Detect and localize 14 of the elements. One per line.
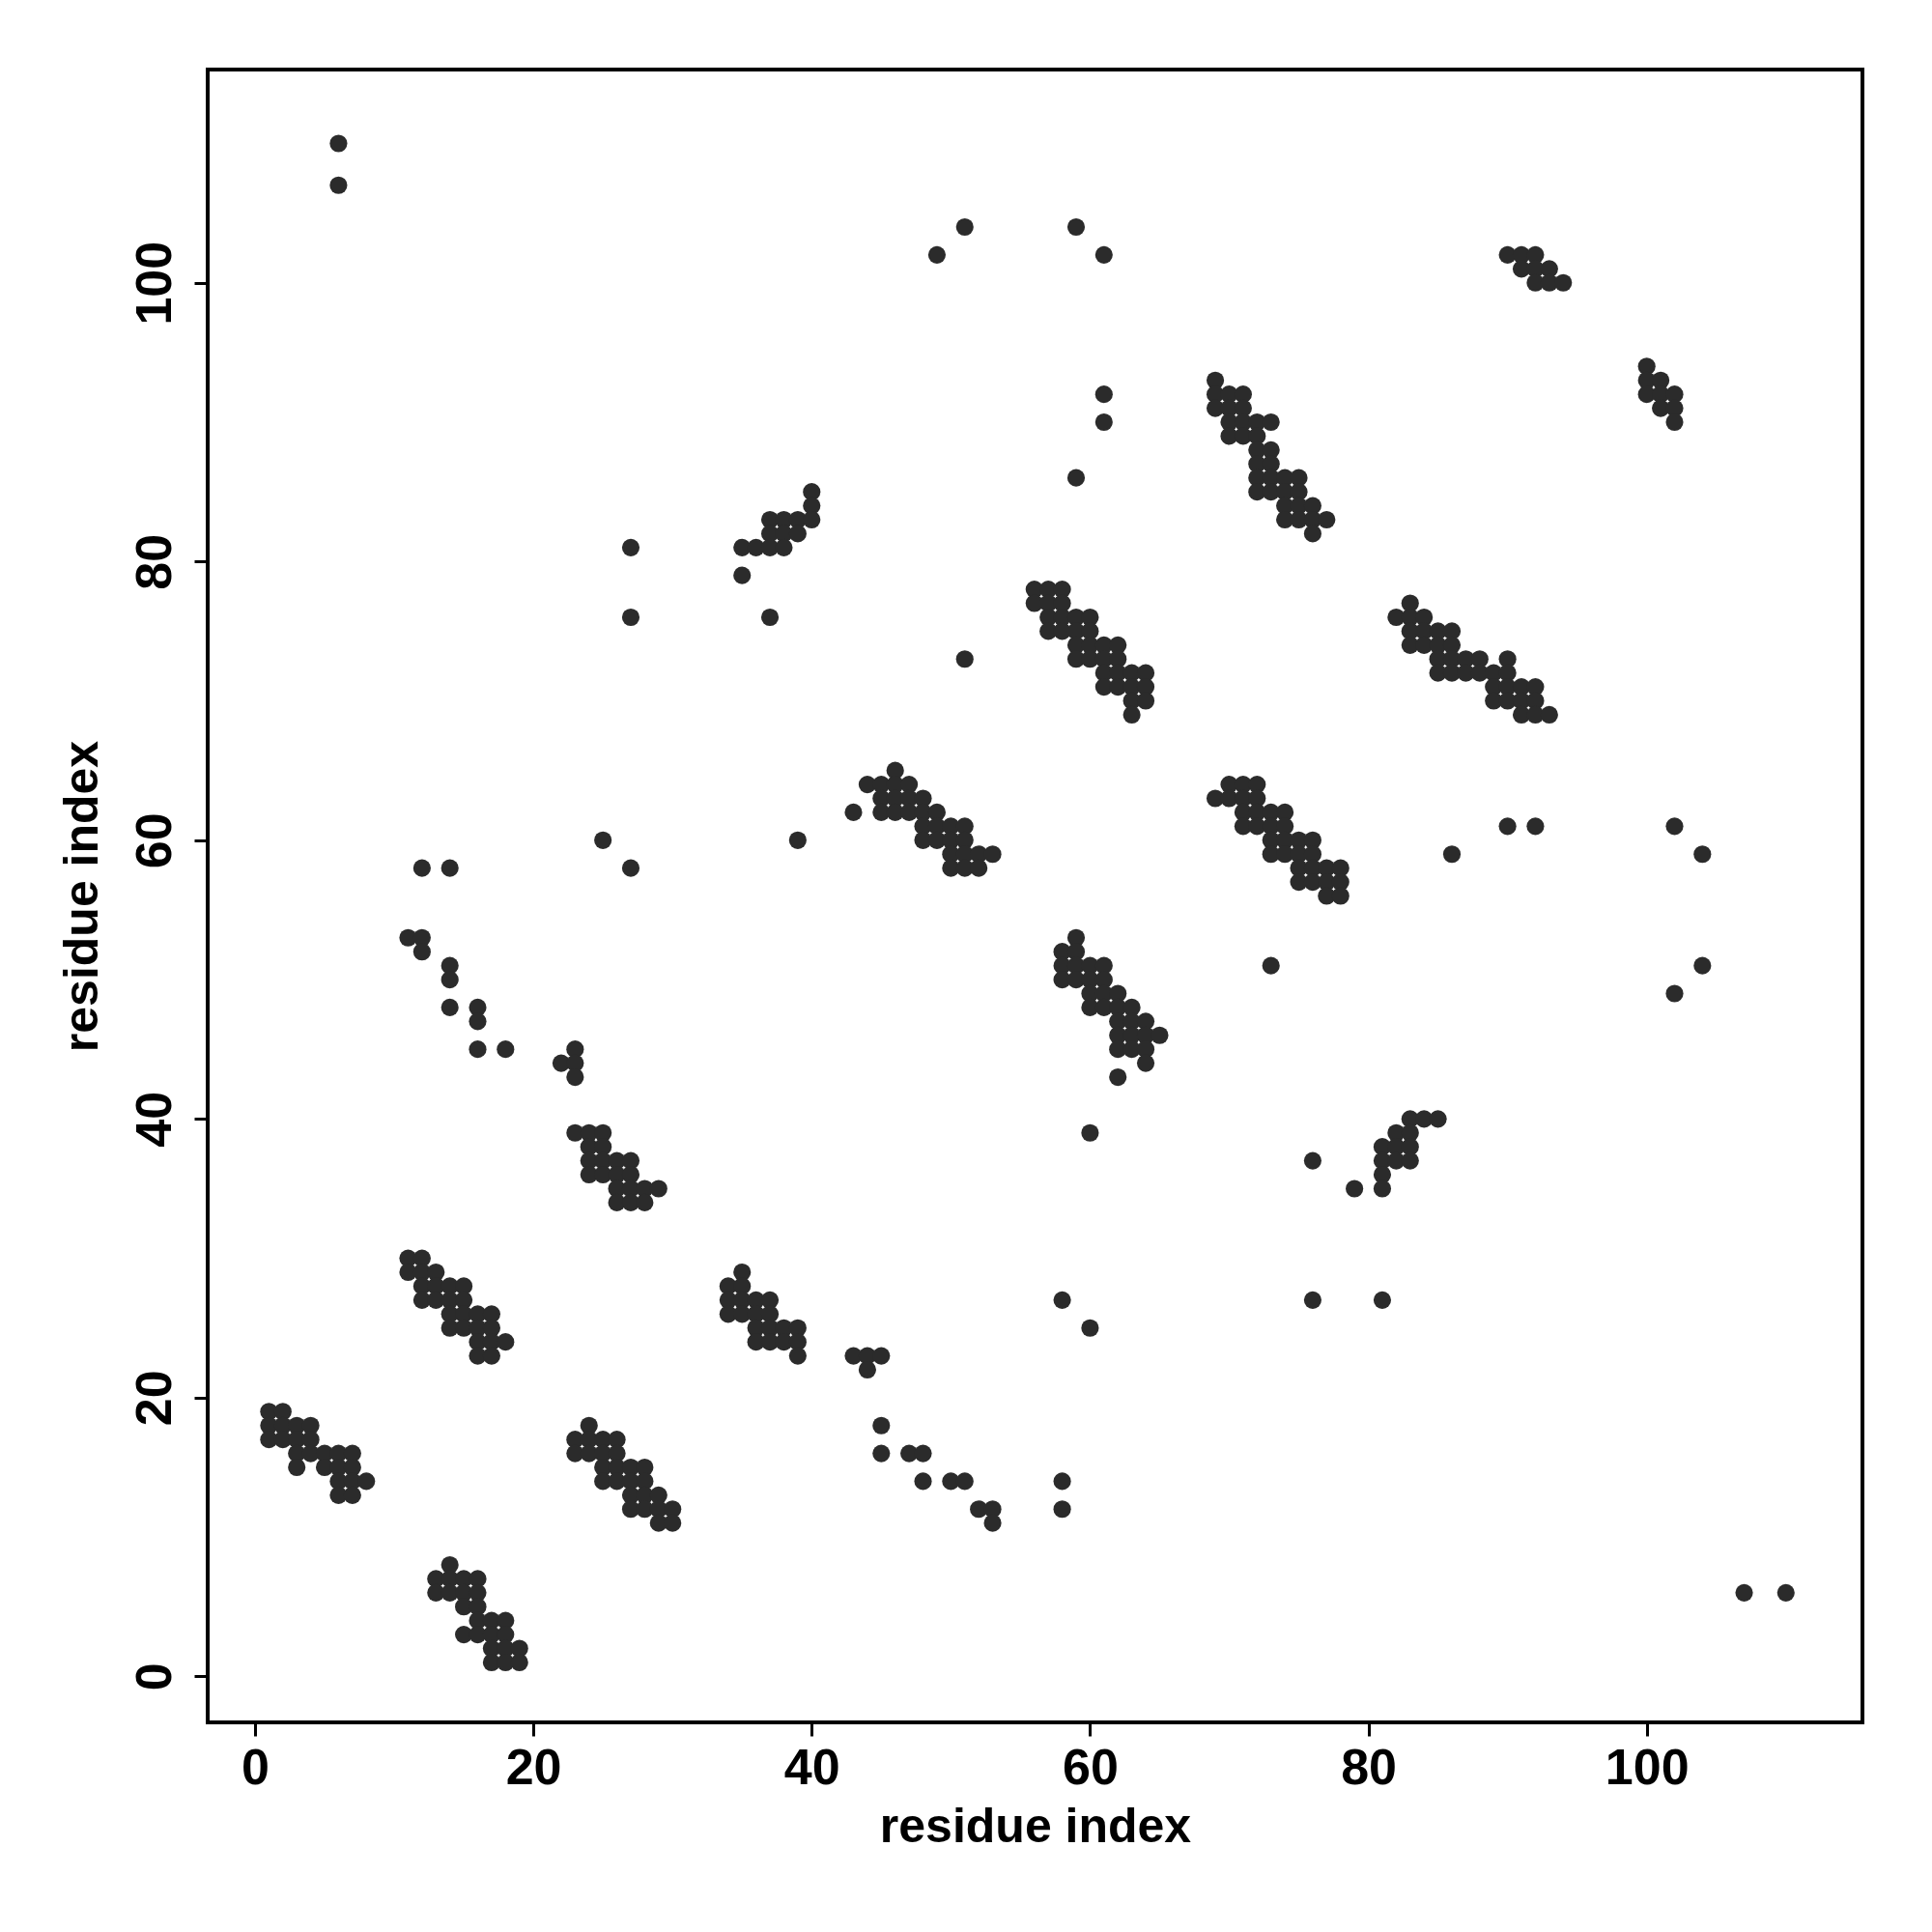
y-tick-label: 40 [125,1091,182,1148]
y-tick-label: 0 [125,1662,182,1691]
y-tick-label: 80 [125,533,182,590]
y-axis-title: residue index [53,740,108,1053]
x-tick-label: 80 [1341,1738,1397,1795]
x-tick-label: 20 [505,1738,562,1795]
x-tick-label: 40 [783,1738,840,1795]
y-tick-label: 100 [125,241,182,326]
x-tick-label: 60 [1062,1738,1119,1795]
y-tick-label: 20 [125,1370,182,1427]
x-tick-label: 0 [242,1738,270,1795]
y-tick-label: 60 [125,812,182,869]
x-tick-label: 100 [1605,1738,1690,1795]
x-axis-title: residue index [879,1798,1192,1853]
